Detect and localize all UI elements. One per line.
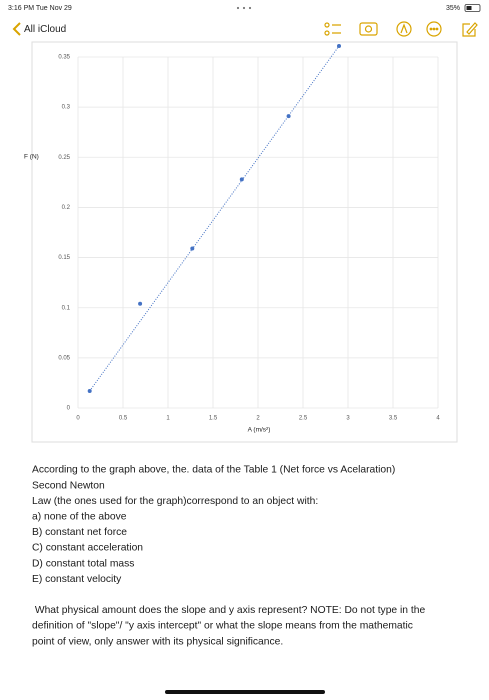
y-axis-label: F (N) <box>24 154 39 161</box>
battery-icon <box>464 4 481 12</box>
question-line: Law (the ones used for the graph)corresp… <box>32 496 318 507</box>
x-tick-label: 3.5 <box>389 416 398 422</box>
x-tick-label: 2.5 <box>299 416 308 422</box>
y-tick-label: 0.15 <box>58 255 70 261</box>
x-tick-label: 1 <box>166 416 170 422</box>
question-line: a) none of the above <box>32 512 127 523</box>
data-point <box>87 388 92 393</box>
question-line: definition of "slope"/ "y axis intercept… <box>32 621 413 632</box>
x-tick-label: 4 <box>436 416 440 422</box>
question-line: What physical amount does the slope and … <box>32 605 425 616</box>
status-time: 3:16 PM Tue Nov 29 <box>8 5 72 12</box>
x-tick-label: 0.5 <box>119 416 128 422</box>
question-line: D) constant total mass <box>32 558 134 569</box>
back-button[interactable]: All iCloud <box>24 24 66 35</box>
y-tick-label: 0.1 <box>62 305 71 311</box>
multitask-dots <box>236 6 252 10</box>
home-indicator <box>165 690 325 694</box>
y-tick-label: 0.25 <box>58 155 70 161</box>
x-tick-label: 1.5 <box>209 416 218 422</box>
question-line: C) constant acceleration <box>32 543 143 554</box>
data-point <box>138 301 143 306</box>
more-icon[interactable] <box>426 21 442 37</box>
y-tick-label: 0 <box>67 406 71 412</box>
y-tick-label: 0.2 <box>62 205 71 211</box>
battery-percent: 35% <box>446 5 460 12</box>
x-axis-label: A (m/s²) <box>248 427 271 434</box>
compose-icon[interactable] <box>462 22 478 37</box>
camera-icon[interactable] <box>359 22 378 36</box>
y-tick-label: 0.05 <box>58 355 70 361</box>
back-chevron[interactable] <box>12 22 21 36</box>
chart-frame <box>31 41 458 443</box>
data-point <box>286 114 291 119</box>
y-tick-label: 0.3 <box>62 105 71 111</box>
question-line: point of view, only answer with its phys… <box>32 636 283 647</box>
question-line: Second Newton <box>32 480 105 491</box>
trendline <box>89 45 340 392</box>
checklist-icon[interactable] <box>324 22 341 36</box>
question-line: B) constant net force <box>32 527 127 538</box>
y-tick-label: 0.35 <box>58 55 70 61</box>
data-point <box>190 246 195 251</box>
x-tick-label: 3 <box>346 416 350 422</box>
x-tick-label: 2 <box>256 416 260 422</box>
data-point <box>239 177 244 182</box>
data-point <box>337 43 341 48</box>
question-line: E) constant velocity <box>32 574 122 585</box>
x-tick-label: 0 <box>76 416 80 422</box>
question-line: According to the graph above, the. data … <box>32 465 395 476</box>
markup-icon[interactable] <box>396 21 412 37</box>
